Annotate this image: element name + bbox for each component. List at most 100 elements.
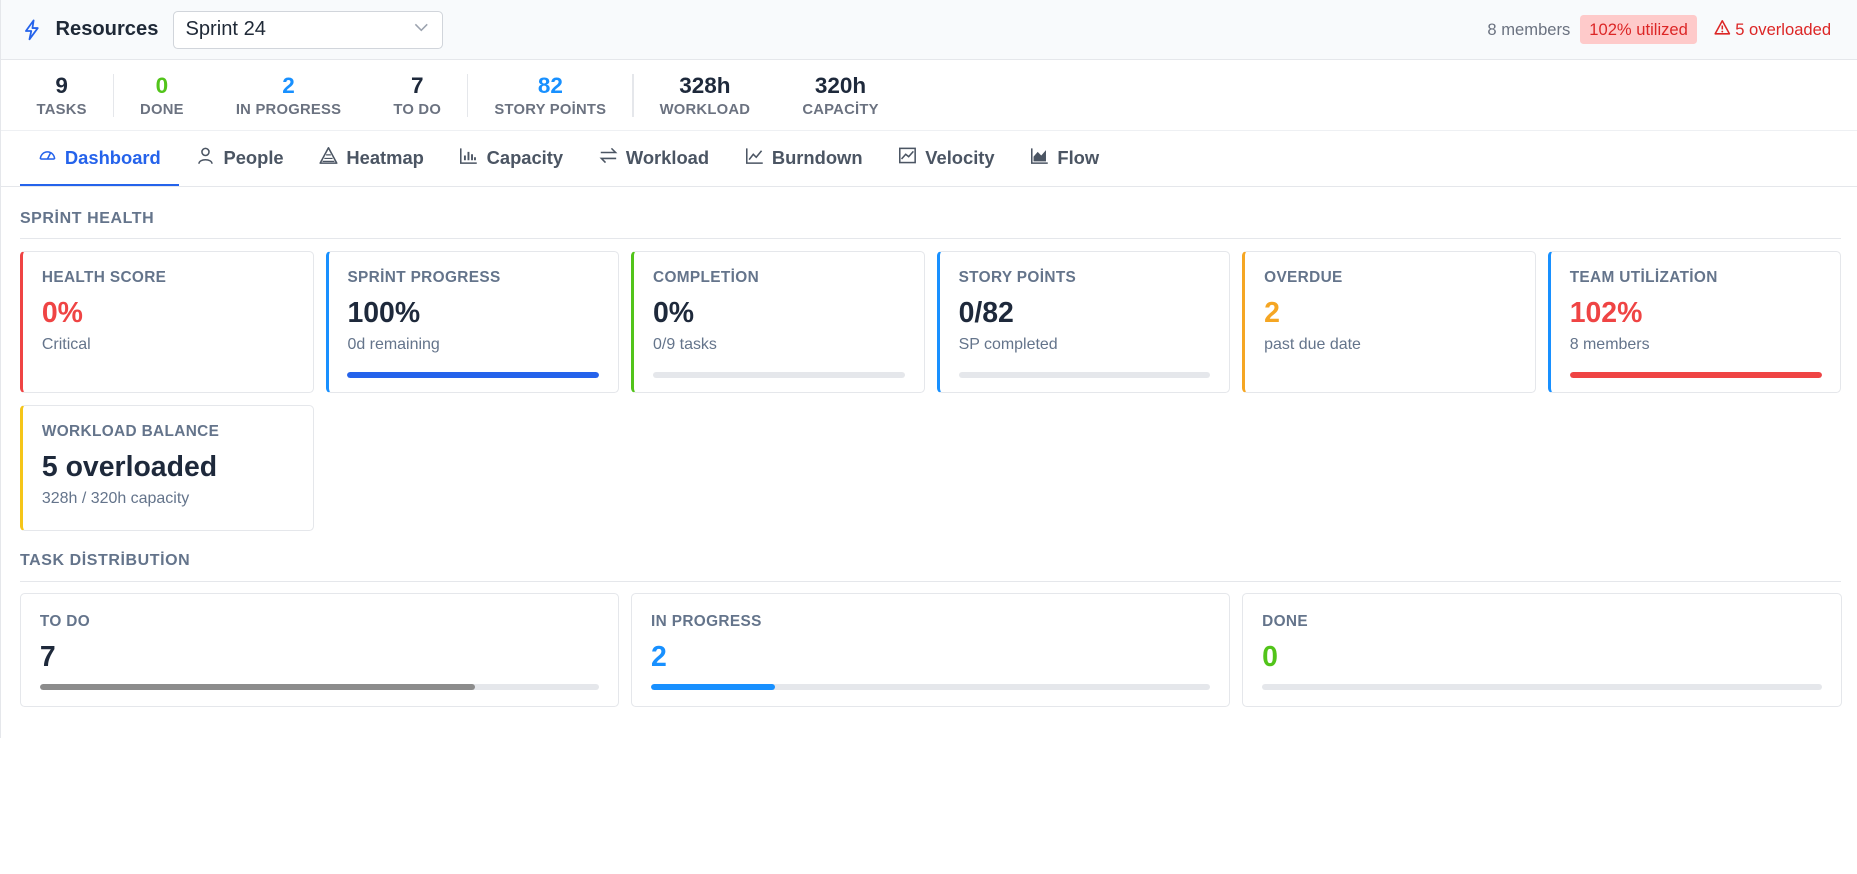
card-label: HEALTH SCORE <box>41 268 167 286</box>
stat-done: 0 DONE <box>114 73 210 117</box>
line-chart-icon <box>745 146 764 170</box>
stat-value: 2 <box>282 73 295 99</box>
team-utilization-card: TEAM UTİLİZATİON 102% 8 members <box>1547 251 1842 394</box>
warning-icon <box>1714 19 1731 41</box>
story-points-card: STORY POİNTS 0/82 SP completed <box>936 251 1231 394</box>
tab-flow[interactable]: Flow <box>1012 131 1117 186</box>
stat-workload: 328h WORKLOAD <box>634 73 777 117</box>
stat-in-progress: 2 IN PROGRESS <box>210 73 367 117</box>
card-label: SPRİNT PROGRESS <box>347 268 501 286</box>
distribution-cards: TO DO 7 IN PROGRESS 2 DONE 0 <box>19 593 1842 708</box>
dist-value: 0 <box>1262 640 1278 673</box>
overdue-card: OVERDUE 2 past due date <box>1242 251 1536 394</box>
card-label: OVERDUE <box>1264 268 1343 286</box>
stat-label: TO DO <box>393 101 442 118</box>
distribution-bar <box>651 683 1211 690</box>
stat-value: 320h <box>814 73 867 99</box>
tab-label: Flow <box>1057 146 1100 168</box>
progress-bar <box>347 372 600 379</box>
top-bar: Resources Sprint 24 8 members 102% utili… <box>1 0 1857 61</box>
workload-balance-card: WORKLOAD BALANCE 5 overloaded 328h / 320… <box>19 405 314 531</box>
divider <box>467 74 469 117</box>
tab-dashboard[interactable]: Dashboard <box>19 131 179 187</box>
tab-workload[interactable]: Workload <box>581 131 727 186</box>
tab-bar: Dashboard People Heatmap Capacity Worklo… <box>1 131 1857 188</box>
overloaded-text: 5 overloaded <box>1735 19 1832 39</box>
tab-people[interactable]: People <box>179 131 302 186</box>
distribution-bar-fill <box>651 683 776 690</box>
health-score-card: HEALTH SCORE 0% Critical <box>19 251 314 394</box>
tab-label: People <box>223 146 284 168</box>
divider <box>632 74 634 117</box>
divider <box>112 74 114 117</box>
dist-label: IN PROGRESS <box>651 613 762 631</box>
task-distribution-heading: TASK DİSTRİBUTİON <box>19 552 1841 582</box>
card-value: 100% <box>347 297 421 330</box>
heatmap-icon <box>319 146 338 170</box>
app-title: Resources <box>55 18 159 41</box>
stock-icon <box>898 146 917 170</box>
tab-capacity[interactable]: Capacity <box>442 131 581 186</box>
stat-label: TASKS <box>36 101 87 118</box>
progress-bar <box>653 372 905 379</box>
tab-velocity[interactable]: Velocity <box>880 131 1012 186</box>
card-subtext: Critical <box>41 336 91 354</box>
sprint-select-value: Sprint 24 <box>185 18 266 41</box>
dist-label: TO DO <box>39 613 91 631</box>
stat-label: IN PROGRESS <box>235 101 342 118</box>
dist-card-to-do: TO DO 7 <box>19 593 620 708</box>
tab-label: Velocity <box>925 146 995 168</box>
dist-value: 2 <box>651 640 667 673</box>
stat-label: DONE <box>140 101 184 118</box>
card-value: 102% <box>1569 297 1643 330</box>
topbar-summary: 8 members 102% utilized 5 overloaded <box>1487 14 1838 45</box>
card-value: 0% <box>653 297 695 330</box>
swap-icon <box>599 146 618 170</box>
progress-bar-fill <box>347 372 600 379</box>
stat-value: 0 <box>155 73 169 99</box>
tab-heatmap[interactable]: Heatmap <box>301 131 441 186</box>
card-value: 0% <box>41 297 83 330</box>
lightning-icon <box>20 18 44 42</box>
stat-value: 82 <box>537 73 563 99</box>
sprint-select[interactable]: Sprint 24 <box>172 10 443 49</box>
progress-bar <box>1569 372 1822 379</box>
card-label: STORY POİNTS <box>958 268 1077 286</box>
area-chart-icon <box>1030 146 1049 170</box>
stat-label: STORY POİNTS <box>494 101 607 118</box>
tab-label: Workload <box>625 146 710 168</box>
dist-card-done: DONE 0 <box>1242 593 1842 708</box>
distribution-bar <box>39 683 600 690</box>
card-label: TEAM UTİLİZATİON <box>1569 268 1718 286</box>
health-cards: HEALTH SCORE 0% Critical SPRİNT PROGRESS… <box>19 251 1842 531</box>
dist-label: DONE <box>1262 613 1308 631</box>
utilization-badge: 102% utilized <box>1579 14 1698 45</box>
card-label: COMPLETİON <box>653 268 760 286</box>
members-count: 8 members <box>1487 19 1571 39</box>
distribution-bar-fill <box>39 683 476 690</box>
tab-label: Capacity <box>486 146 564 168</box>
card-subtext: 328h / 320h capacity <box>41 490 190 508</box>
progress-bar-fill <box>1569 372 1822 379</box>
card-label: WORKLOAD BALANCE <box>41 422 220 440</box>
card-subtext: 0/9 tasks <box>653 336 717 354</box>
tab-label: Burndown <box>771 146 863 168</box>
stats-row: 9 TASKS 0 DONE 2 IN PROGRESS 7 TO DO 82 … <box>1 60 1857 132</box>
stat-value: 7 <box>410 73 424 99</box>
card-value: 2 <box>1264 297 1280 330</box>
card-subtext: 0d remaining <box>347 336 440 354</box>
tab-burndown[interactable]: Burndown <box>727 131 880 186</box>
stat-label: CAPACİTY <box>802 101 879 118</box>
distribution-bar <box>1262 683 1822 690</box>
dist-value: 7 <box>39 640 56 673</box>
stat-label: WORKLOAD <box>659 101 751 118</box>
user-icon <box>196 146 215 170</box>
stat-value: 9 <box>55 73 68 99</box>
stat-capacity: 320h CAPACİTY <box>776 73 905 117</box>
sprint-progress-card: SPRİNT PROGRESS 100% 0d remaining <box>325 251 620 394</box>
card-subtext: past due date <box>1264 336 1361 354</box>
tab-label: Heatmap <box>346 146 424 168</box>
stat-value: 328h <box>679 73 731 99</box>
card-value: 0/82 <box>958 297 1014 330</box>
progress-bar <box>958 372 1211 379</box>
